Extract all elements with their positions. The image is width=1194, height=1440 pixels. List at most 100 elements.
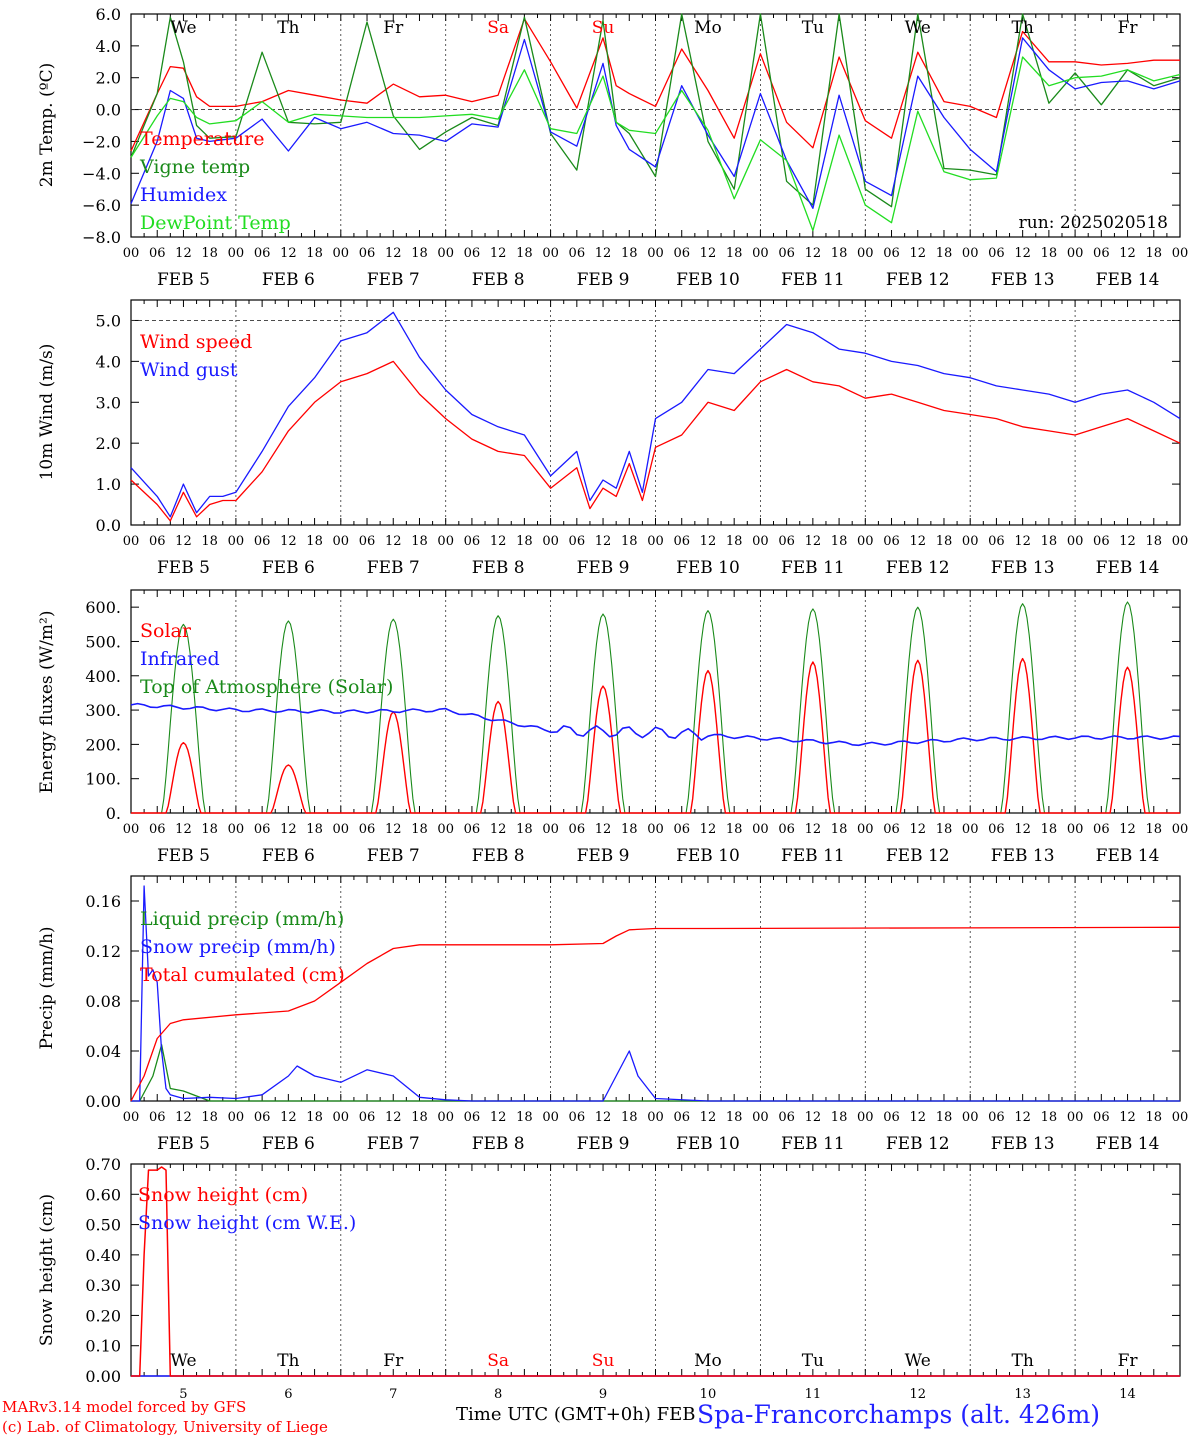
legend-entry: DewPoint Temp — [140, 212, 291, 234]
hour-tick-label: 06 — [883, 246, 900, 261]
legend-entry: Temperature — [140, 128, 264, 150]
legend-entry: Snow height (cm) — [138, 1184, 308, 1206]
hour-tick-label: 00 — [857, 1110, 874, 1125]
weekday-label: We — [905, 18, 931, 38]
y-tick-label: 0.50 — [85, 1216, 121, 1235]
weekday-label: We — [170, 1351, 196, 1371]
panel-1: 6.0 4.0 2.0 0.0 −2.0 −4.0 −6.0 −8.0 2m Temp. (ºC… — [37, 5, 1188, 290]
hour-tick-label: 12 — [909, 1110, 926, 1125]
date-label: FEB 9 — [577, 846, 630, 866]
date-number-label: 6 — [284, 1387, 292, 1402]
hour-tick-label: 06 — [569, 534, 586, 549]
hour-tick-label: 00 — [857, 246, 874, 261]
hour-tick-label: 12 — [490, 1110, 507, 1125]
hour-tick-label: 18 — [411, 534, 428, 549]
hour-tick-label: 00 — [752, 246, 769, 261]
hour-tick-label: 12 — [1119, 246, 1136, 261]
y-tick-label: 4.0 — [96, 37, 121, 56]
y-tick-label: 600. — [85, 598, 121, 617]
hour-tick-label: 06 — [1093, 246, 1110, 261]
hour-tick-label: 18 — [411, 246, 428, 261]
hour-tick-label: 12 — [805, 534, 822, 549]
date-label: FEB 12 — [886, 270, 950, 290]
y-tick-label: 6.0 — [96, 5, 121, 24]
hour-tick-label: 18 — [201, 534, 218, 549]
date-label: FEB 11 — [781, 270, 845, 290]
date-label: FEB 10 — [676, 846, 740, 866]
hour-tick-label: 00 — [542, 246, 559, 261]
date-label: FEB 11 — [781, 1134, 845, 1154]
hour-tick-label: 06 — [673, 1110, 690, 1125]
hour-tick-label: 00 — [962, 1110, 979, 1125]
hour-tick-label: 18 — [831, 1110, 848, 1125]
hour-tick-label: 12 — [1119, 534, 1136, 549]
weekday-label: Th — [1012, 1351, 1034, 1371]
hour-tick-label: 00 — [437, 1110, 454, 1125]
date-label: FEB 5 — [157, 846, 210, 866]
hour-tick-label: 00 — [1172, 822, 1189, 837]
hour-tick-label: 00 — [1067, 534, 1084, 549]
hour-tick-label: 12 — [490, 246, 507, 261]
panel-2: 0.0 1.0 2.0 3.0 4.0 5.0 10m Wind (m/s) 00 06 12 18… — [37, 299, 1188, 578]
y-axis-label: 10m Wind (m/s) — [37, 344, 57, 481]
hour-tick-label: 18 — [621, 822, 638, 837]
hour-tick-label: 12 — [385, 534, 402, 549]
hour-tick-label: 06 — [569, 822, 586, 837]
y-axis-label: Snow height (cm) — [37, 1194, 57, 1346]
hour-tick-label: 12 — [280, 1110, 297, 1125]
hour-tick-label: 06 — [254, 1110, 271, 1125]
date-label: FEB 8 — [472, 1134, 525, 1154]
legend-entry: Snow height (cm W.E.) — [138, 1212, 356, 1234]
hour-tick-label: 12 — [490, 822, 507, 837]
y-tick-label: 5.0 — [96, 311, 121, 330]
weekday-label: Th — [1012, 18, 1034, 38]
hour-tick-label: 06 — [464, 246, 481, 261]
hour-tick-label: 06 — [149, 1110, 166, 1125]
date-label: FEB 7 — [367, 846, 420, 866]
hour-tick-label: 18 — [936, 822, 953, 837]
hour-tick-label: 18 — [516, 1110, 533, 1125]
liquid-precip-mm-h-line — [131, 1044, 1180, 1102]
hour-tick-label: 06 — [359, 534, 376, 549]
hour-tick-label: 18 — [201, 822, 218, 837]
hour-tick-label: 00 — [228, 246, 245, 261]
hour-tick-label: 18 — [621, 534, 638, 549]
hour-tick-label: 06 — [988, 534, 1005, 549]
date-label: FEB 12 — [886, 846, 950, 866]
hour-tick-label: 00 — [1172, 1110, 1189, 1125]
y-tick-label: 0.16 — [85, 892, 121, 911]
hour-tick-label: 12 — [805, 1110, 822, 1125]
hour-tick-label: 18 — [726, 534, 743, 549]
hour-tick-label: 00 — [647, 1110, 664, 1125]
date-label: FEB 6 — [262, 1134, 315, 1154]
hour-tick-label: 12 — [1014, 246, 1031, 261]
y-axis-label: Precip (mm/h) — [37, 926, 57, 1049]
panel-5: 0.00 0.10 0.20 0.30 0.40 0.50 0.60 0.70 Snow hei… — [37, 1155, 1181, 1402]
y-tick-label: 0.30 — [85, 1276, 121, 1295]
legend-entry: Total cumulated (cm) — [140, 964, 345, 986]
hour-tick-label: 00 — [542, 534, 559, 549]
hour-tick-label: 06 — [883, 1110, 900, 1125]
weekday-label: Sa — [487, 18, 509, 38]
hour-tick-label: 00 — [857, 534, 874, 549]
date-number-label: 9 — [599, 1387, 607, 1402]
hour-tick-label: 00 — [1067, 1110, 1084, 1125]
hour-tick-label: 12 — [595, 534, 612, 549]
hour-tick-label: 12 — [175, 822, 192, 837]
date-label: FEB 8 — [472, 846, 525, 866]
y-tick-label: 0.08 — [85, 992, 121, 1011]
hour-tick-label: 00 — [123, 1110, 140, 1125]
hour-tick-label: 18 — [1146, 534, 1163, 549]
weekday-label: Tu — [802, 18, 824, 38]
date-label: FEB 6 — [262, 846, 315, 866]
date-label: FEB 9 — [577, 1134, 630, 1154]
hour-tick-label: 06 — [359, 246, 376, 261]
date-number-label: 8 — [494, 1387, 502, 1402]
snow-precip-mm-h-line — [131, 885, 1180, 1102]
y-tick-label: 0.0 — [96, 516, 121, 535]
date-label: FEB 14 — [1096, 1134, 1160, 1154]
y-tick-label: 0.10 — [85, 1337, 121, 1356]
date-label: FEB 8 — [472, 270, 525, 290]
hour-tick-label: 06 — [1093, 822, 1110, 837]
temperature-line — [130, 18, 1180, 152]
